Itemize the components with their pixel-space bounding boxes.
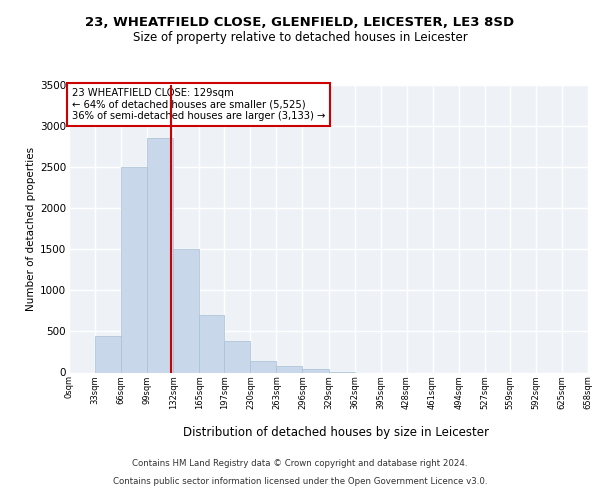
Bar [302, 369, 329, 372]
Bar [224, 342, 250, 372]
Text: 23, WHEATFIELD CLOSE, GLENFIELD, LEICESTER, LE3 8SD: 23, WHEATFIELD CLOSE, GLENFIELD, LEICEST… [85, 16, 515, 29]
Bar [199, 315, 224, 372]
Bar [250, 361, 277, 372]
Text: Contains HM Land Registry data © Crown copyright and database right 2024.: Contains HM Land Registry data © Crown c… [132, 460, 468, 468]
Bar [277, 366, 302, 372]
Text: Size of property relative to detached houses in Leicester: Size of property relative to detached ho… [133, 31, 467, 44]
Bar [121, 167, 147, 372]
Bar [173, 250, 199, 372]
Text: 23 WHEATFIELD CLOSE: 129sqm
← 64% of detached houses are smaller (5,525)
36% of : 23 WHEATFIELD CLOSE: 129sqm ← 64% of det… [71, 88, 325, 121]
Bar [147, 138, 173, 372]
Y-axis label: Number of detached properties: Number of detached properties [26, 146, 36, 311]
Text: Distribution of detached houses by size in Leicester: Distribution of detached houses by size … [183, 426, 489, 439]
Text: Contains public sector information licensed under the Open Government Licence v3: Contains public sector information licen… [113, 476, 487, 486]
Bar [95, 336, 121, 372]
